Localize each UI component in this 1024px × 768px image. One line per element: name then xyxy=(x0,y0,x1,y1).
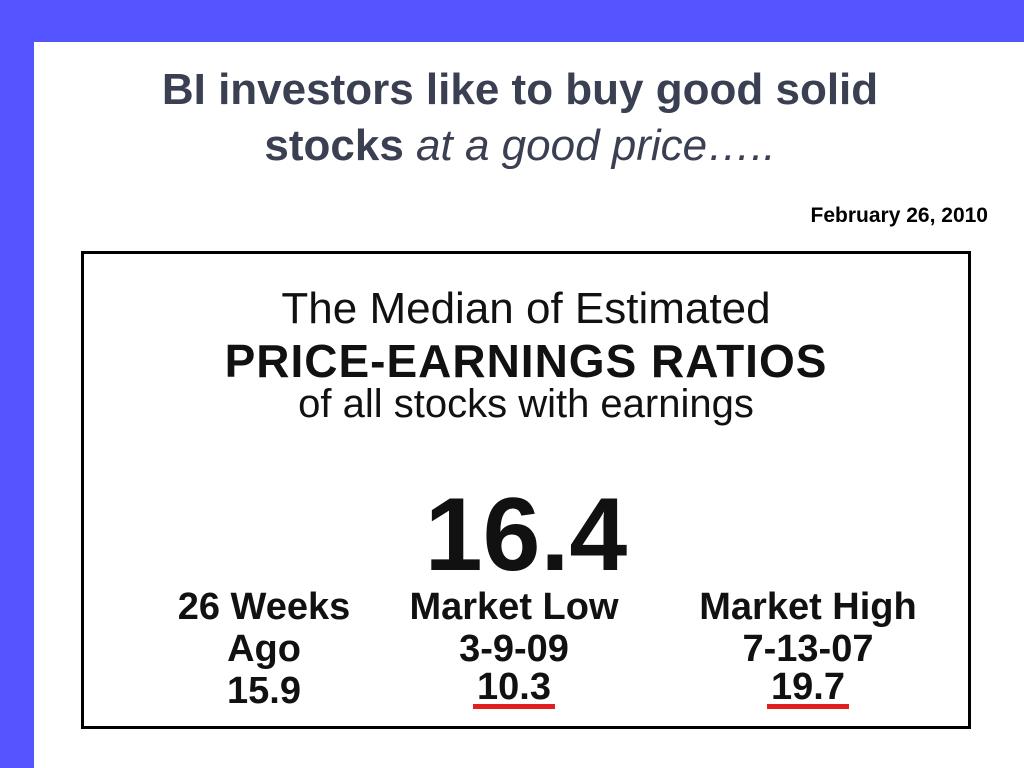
column-market-low: Market Low 3-9-09 10.3 xyxy=(384,586,644,709)
column-sub: 3-9-09 xyxy=(459,628,569,670)
figure-heading-line-3: of all stocks with earnings xyxy=(298,382,754,426)
pe-ratio-figure: The Median of Estimated PRICE-EARNINGS R… xyxy=(81,251,971,729)
column-value-underlined: 19.7 xyxy=(767,668,849,709)
column-head: 26 Weeks xyxy=(177,586,351,628)
column-sub: Ago xyxy=(227,628,301,670)
column-market-high: Market High 7-13-07 19.7 xyxy=(672,586,944,709)
slide-title: BI investors like to buy good solid stoc… xyxy=(60,62,980,174)
slide-date: February 26, 2010 xyxy=(810,204,988,227)
column-head: Market High xyxy=(699,586,917,628)
current-pe-value: 16.4 xyxy=(424,477,628,593)
figure-heading-line-1: The Median of Estimated xyxy=(281,284,771,333)
column-sub: 7-13-07 xyxy=(742,628,874,670)
column-value-underlined: 10.3 xyxy=(473,668,555,709)
column-26-weeks-ago: 26 Weeks Ago 15.9 xyxy=(134,586,394,712)
title-line-1: BI investors like to buy good solid xyxy=(161,65,879,114)
column-value: 15.9 xyxy=(227,670,301,712)
figure-heading-line-2: PRICE-EARNINGS RATIOS xyxy=(224,335,828,387)
top-accent-bar xyxy=(0,0,1024,42)
title-line-2-italic: at a good price….. xyxy=(416,121,776,170)
left-accent-bar xyxy=(0,35,34,768)
column-head: Market Low xyxy=(409,586,619,628)
title-line-2-bold: stocks xyxy=(264,121,404,170)
